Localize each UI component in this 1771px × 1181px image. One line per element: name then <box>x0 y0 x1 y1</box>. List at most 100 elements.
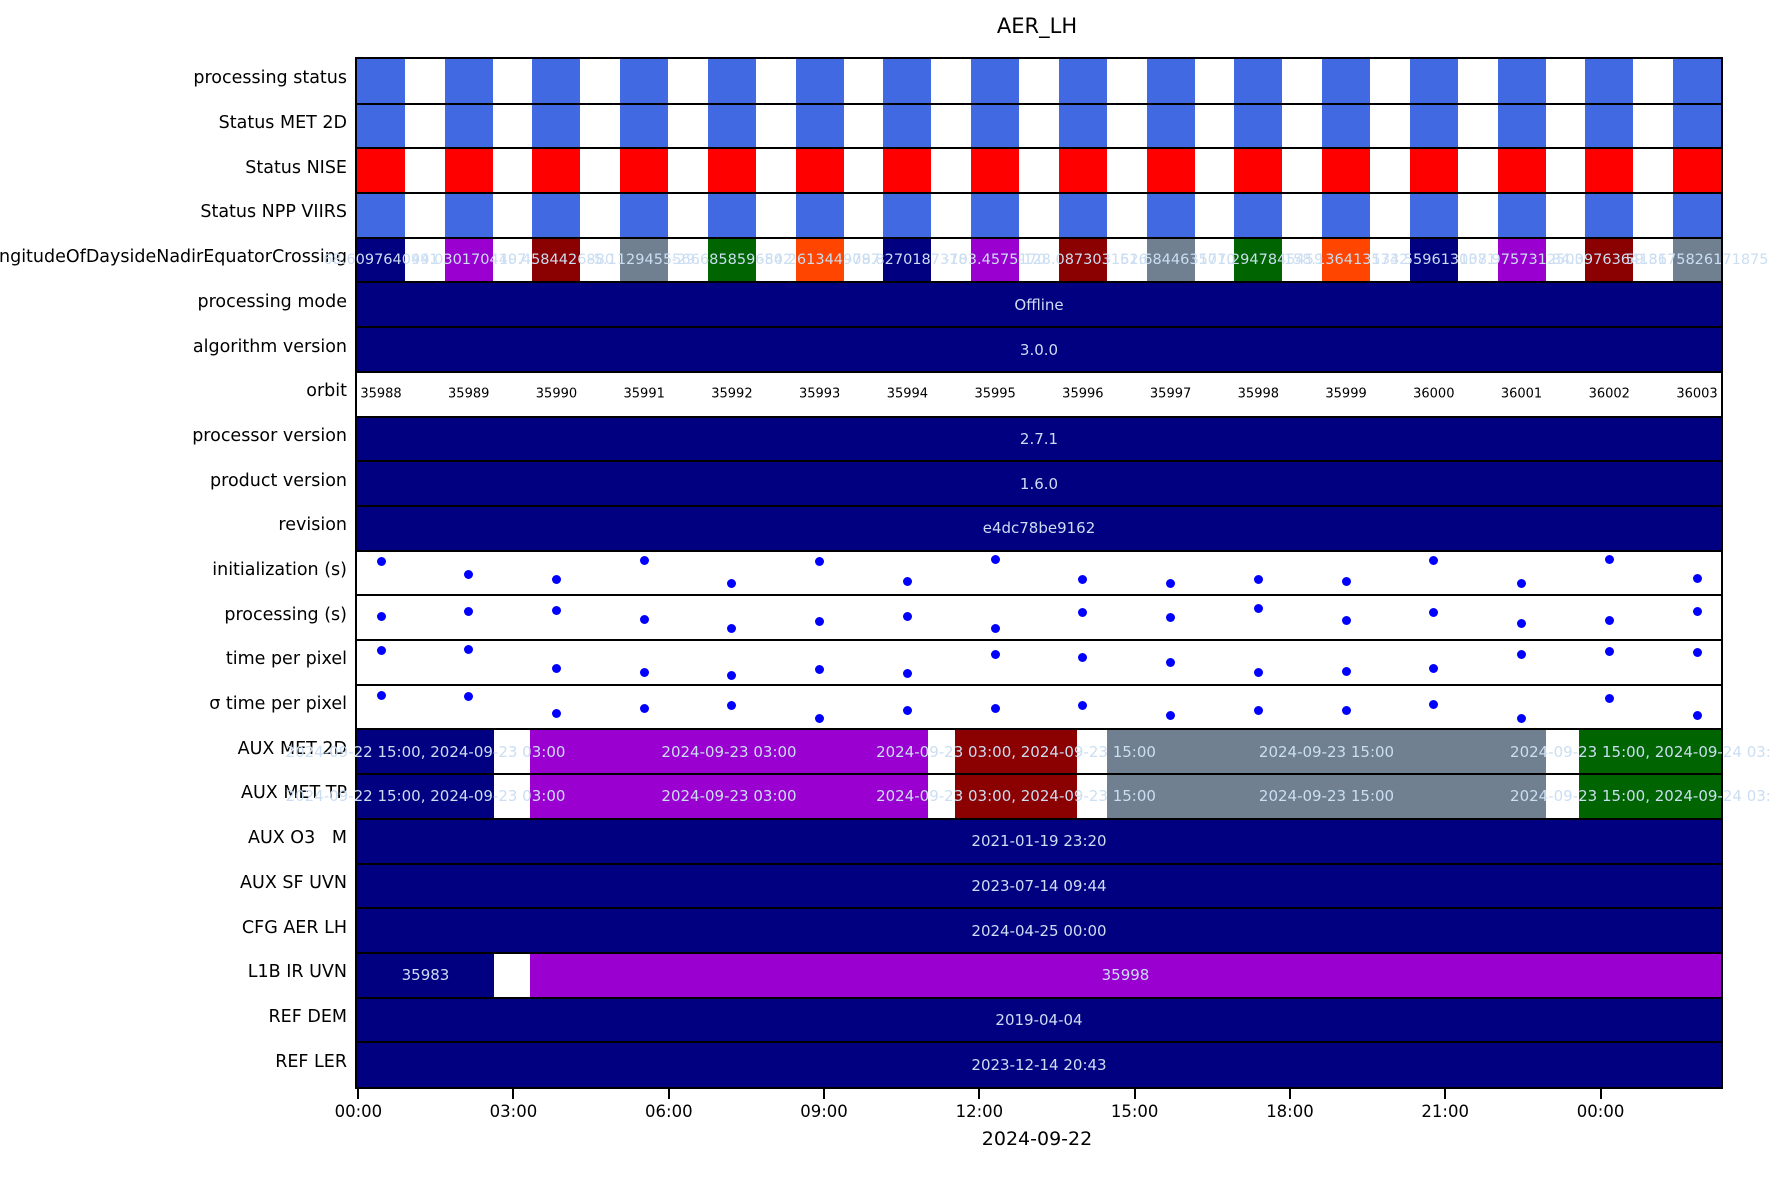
time-segment: 2024-09-22 15:00, 2024-09-23 03:00 <box>286 774 565 819</box>
status-block <box>1673 193 1721 238</box>
row-orbit_labels: 35988 35989 35990 35991 35992 35993 35994 35995… <box>357 372 1721 417</box>
status-block <box>1146 193 1195 238</box>
x-tick-mark <box>357 1089 360 1099</box>
scatter-dot <box>902 706 912 716</box>
row-label-processing-status: processing status <box>193 68 347 89</box>
longitude-value: 133.5596130371 <box>1371 252 1497 269</box>
longitude-block <box>795 237 844 283</box>
time-segment: 2024-09-23 15:00 <box>1107 729 1546 775</box>
status-block <box>532 193 581 238</box>
time-segment: 2024-09-23 03:00 <box>529 729 929 775</box>
row-divider-line <box>357 1041 1721 1044</box>
scatter-dot <box>990 624 1000 634</box>
longitude-block <box>532 237 581 283</box>
row-scatter <box>357 595 1721 640</box>
segment-value: 2024-09-23 15:00, 2024-09-24 03:00 <box>1510 742 1771 761</box>
scatter-dot <box>1341 706 1351 716</box>
longitude-value: 158.1364135742 <box>1283 252 1409 269</box>
status-block <box>883 148 932 194</box>
bar-value: Offline <box>1014 295 1064 314</box>
row-bar: e4dc78be9162 <box>357 505 1721 551</box>
scatter-dot <box>376 690 386 700</box>
scatter-dot <box>1166 612 1176 622</box>
bar-value: 2023-07-14 09:44 <box>971 876 1107 895</box>
longitude-value: 59.8175826171875 <box>1625 252 1769 269</box>
orbit-number: 35988 <box>360 386 402 402</box>
longitude-block <box>1234 237 1283 283</box>
longitude-value: -29.6858596802 <box>671 252 793 269</box>
scatter-dot <box>1253 604 1263 614</box>
orbit-number: 35998 <box>1237 386 1280 402</box>
x-tick-label: 00:00 <box>1576 1102 1625 1121</box>
status-block <box>1146 59 1195 104</box>
longitude-value: -54.2613449097 <box>759 252 880 269</box>
row-label-aux-o3-m: AUX O3 M <box>247 828 347 849</box>
scatter-dot <box>902 611 912 621</box>
scatter-dot <box>464 692 474 702</box>
scatter-dot <box>1429 608 1439 618</box>
row-label--time-per-pixel: σ time per pixel <box>209 694 347 715</box>
status-block <box>971 148 1020 194</box>
longitude-block <box>971 237 1020 283</box>
x-tick-label: 12:00 <box>955 1102 1004 1121</box>
full-width-bar: 2023-07-14 09:44 <box>357 863 1721 909</box>
row-label-aux-met-2d: AUX MET 2D <box>237 738 347 759</box>
full-width-bar: 2.7.1 <box>357 416 1721 462</box>
row-divider-line <box>357 817 1721 820</box>
scatter-dot <box>1429 556 1439 566</box>
time-segment: 2024-09-23 03:00 <box>529 774 929 819</box>
segment-value: 2024-09-23 15:00, 2024-09-24 03:00 <box>1510 787 1771 806</box>
scatter-dot <box>1341 666 1351 676</box>
row-bar: 2023-12-14 20:43 <box>357 1042 1721 1087</box>
segment-value: 2024-09-22 15:00, 2024-09-23 03:00 <box>285 787 566 806</box>
scatter-dot <box>990 704 1000 714</box>
longitude-value: -152.6844635010 <box>1105 252 1236 269</box>
row-label-cfg-aer-lh: CFG AER LH <box>241 917 347 938</box>
status-block <box>1322 193 1371 238</box>
full-width-bar: 2019-04-04 <box>357 997 1721 1043</box>
status-block <box>357 59 405 104</box>
row-bar: Offline <box>357 282 1721 328</box>
status-block <box>795 59 844 104</box>
bar-value: 3.0.0 <box>1019 340 1059 359</box>
scatter-dot <box>639 704 649 714</box>
scatter-dot <box>1341 576 1351 586</box>
row-bar: 2019-04-04 <box>357 997 1721 1043</box>
x-tick-label: 03:00 <box>489 1102 538 1121</box>
scatter-dot <box>464 607 474 617</box>
longitude-block <box>620 237 669 283</box>
scatter-dot <box>1604 555 1614 565</box>
time-segment: 2024-09-23 15:00, 2024-09-24 03:00 <box>1510 729 1771 775</box>
row-label-initialization-s-: initialization (s) <box>212 560 347 580</box>
x-axis-date-label: 2024-09-22 <box>981 1128 1093 1150</box>
status-block <box>1234 193 1283 238</box>
longitude-value: 108.9757312500 <box>1459 252 1584 269</box>
scatter-dot <box>727 670 737 680</box>
row-label-aux-met-tp: AUX MET TP <box>241 783 347 804</box>
longitude-block <box>1146 237 1195 283</box>
row-divider-line <box>357 728 1721 731</box>
status-block <box>1322 103 1371 149</box>
status-block <box>1585 148 1634 194</box>
status-block <box>1673 103 1721 149</box>
row-blocks <box>357 59 1721 104</box>
full-width-bar: e4dc78be9162 <box>357 505 1721 551</box>
scatter-dot <box>990 650 1000 660</box>
orbit-number: 35989 <box>448 386 490 402</box>
full-width-bar: 2024-04-25 00:00 <box>357 908 1721 953</box>
time-segment: 35998 <box>529 952 1721 998</box>
orbit-number: 35999 <box>1325 386 1367 402</box>
row-segments: 2024-09-22 15:00, 2024-09-23 03:00 2024-0… <box>286 729 1771 775</box>
row-label-longitudeofdaysidenadirequatorcrossing: LongitudeOfDaysideNadirEquatorCrossing <box>0 247 347 268</box>
scatter-dot <box>815 665 825 675</box>
status-block <box>1409 59 1458 104</box>
x-tick-label: 09:00 <box>800 1102 848 1121</box>
orbit-number: 35997 <box>1149 386 1192 402</box>
row-label-algorithm-version: algorithm version <box>192 336 347 357</box>
status-block <box>620 59 669 104</box>
longitude-block <box>444 237 493 283</box>
longitude-value: -78.8270187378 <box>847 252 968 269</box>
orbit-number: 35995 <box>974 386 1016 402</box>
row-divider-line <box>357 415 1721 418</box>
